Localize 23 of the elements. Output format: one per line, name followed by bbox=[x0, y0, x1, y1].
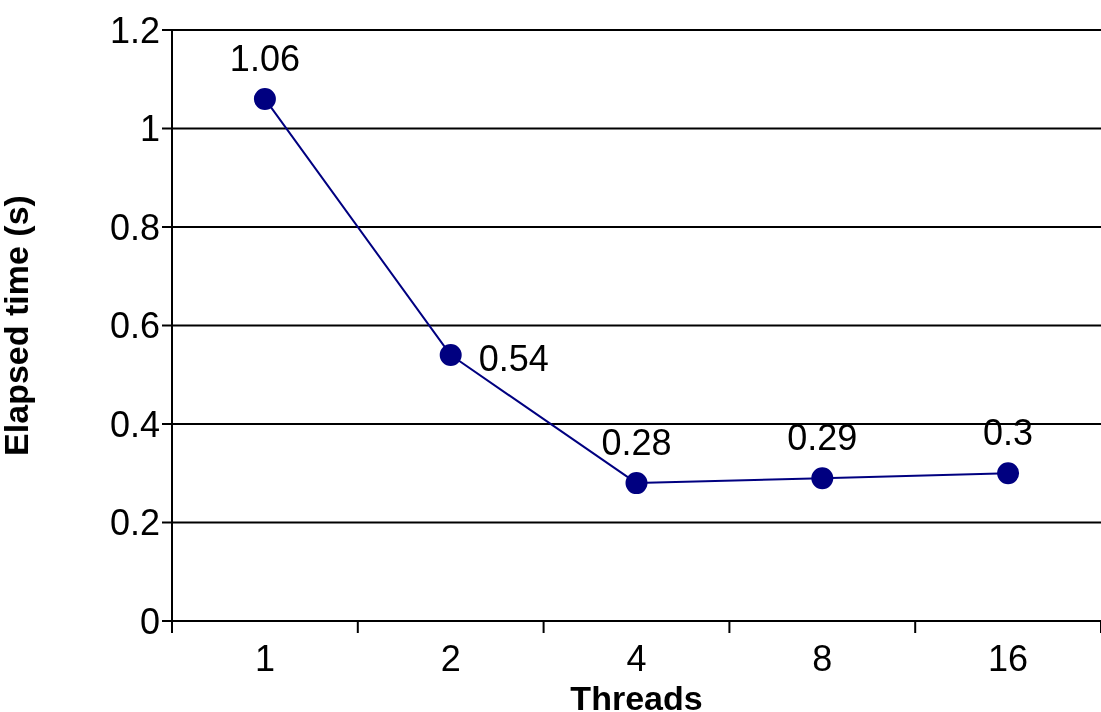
x-tick-label: 1 bbox=[254, 638, 275, 679]
x-tick-label: 16 bbox=[988, 638, 1029, 679]
x-tick-label: 2 bbox=[440, 638, 461, 679]
point bbox=[625, 472, 648, 495]
y-tick-label: 0.4 bbox=[109, 403, 160, 445]
y-tick-label: 0.2 bbox=[109, 502, 160, 544]
x-axis-title: Threads bbox=[570, 679, 703, 712]
point bbox=[253, 87, 276, 110]
data-label: 0.28 bbox=[601, 422, 672, 464]
y-tick-label: 0.6 bbox=[109, 305, 160, 347]
y-tick-label: 0.8 bbox=[109, 206, 160, 248]
point bbox=[811, 467, 834, 490]
x-tick-label: 8 bbox=[812, 638, 833, 679]
data-label: 1.06 bbox=[229, 37, 300, 79]
x-tick-label: 4 bbox=[626, 638, 647, 679]
data-label: 0.54 bbox=[478, 338, 549, 380]
y-tick-label: 0 bbox=[139, 600, 160, 642]
data-label: 0.29 bbox=[787, 417, 858, 459]
y-tick-label: 1.2 bbox=[109, 9, 160, 51]
point bbox=[439, 344, 462, 367]
y-axis-title: Elapsed time (s) bbox=[0, 195, 36, 456]
y-tick-label: 1 bbox=[139, 108, 160, 150]
point bbox=[997, 462, 1020, 485]
